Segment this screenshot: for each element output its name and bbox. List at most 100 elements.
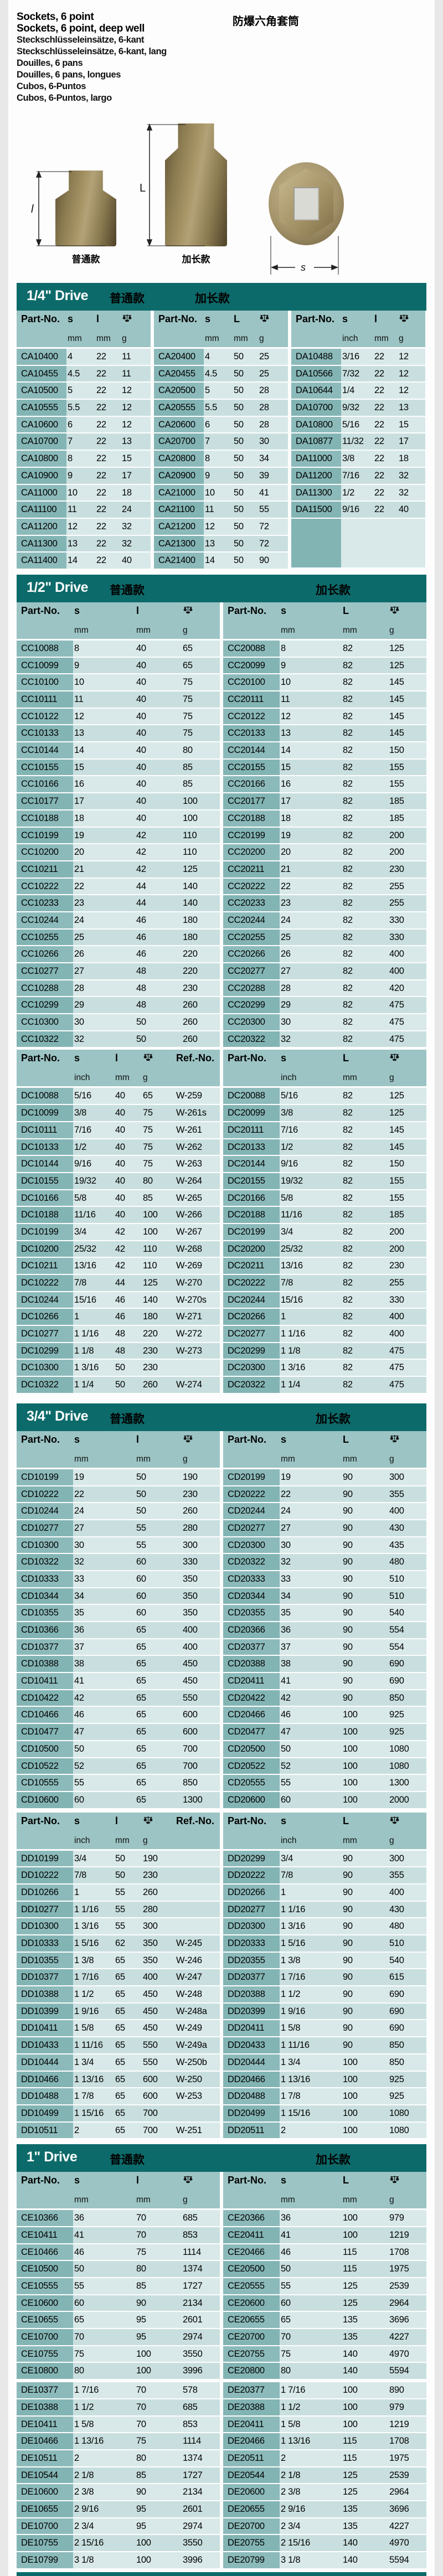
part-number: DD10377 bbox=[17, 1969, 73, 1986]
part-number: DD10411 bbox=[17, 2020, 73, 2037]
part-number: CD10199 bbox=[17, 1469, 73, 1485]
part-number: DC20266 bbox=[223, 1309, 280, 1325]
part-number: CE10700 bbox=[17, 2329, 73, 2345]
table-row: CE10466 46 75 1114 bbox=[17, 2244, 220, 2260]
part-number: CA20700 bbox=[154, 433, 204, 450]
part-number: CA11200 bbox=[17, 518, 66, 535]
table-row: DC10099 3/8 40 75 W-261s bbox=[17, 1105, 220, 1121]
table-row: CC10188 18 40 100 bbox=[17, 810, 220, 827]
scale-icon bbox=[390, 1054, 399, 1061]
table-row: CE10600 60 90 2134 bbox=[17, 2295, 220, 2311]
table-row: DE20799 3 1/8 140 5594 bbox=[223, 2552, 426, 2568]
table-row: CE20411 41 100 1219 bbox=[223, 2227, 426, 2243]
part-number: CD20500 bbox=[223, 1741, 280, 1757]
table-row: CC20199 19 82 200 bbox=[223, 827, 426, 844]
part-number: DD10199 bbox=[17, 1850, 73, 1867]
col-s: s bbox=[281, 2175, 287, 2186]
col-length: l bbox=[96, 313, 100, 324]
part-number: CD10411 bbox=[17, 1673, 73, 1689]
part-number: CA11100 bbox=[17, 502, 66, 518]
part-number: CE20366 bbox=[223, 2210, 280, 2226]
part-number: DC20155 bbox=[223, 1173, 280, 1189]
col-ref-no: Ref.-No. bbox=[176, 1815, 214, 1826]
part-number: DD20222 bbox=[223, 1867, 280, 1883]
table-row: CC10322 32 50 260 bbox=[17, 1031, 220, 1047]
table-row: DC10277 1 1/16 48 220 W-272 bbox=[17, 1326, 220, 1342]
part-number: DA11200 bbox=[291, 467, 341, 484]
table-row: DC10199 3/4 42 100 W-267 bbox=[17, 1224, 220, 1240]
part-number: DD10388 bbox=[17, 1986, 73, 2002]
col-length: l bbox=[115, 1815, 119, 1826]
table-row: DD20300 1 3/16 90 480 bbox=[223, 1918, 426, 1934]
table-row: DD10388 1 1/2 65 450 W-248 bbox=[17, 1986, 220, 2002]
table-row: DD20377 1 7/16 90 615 bbox=[223, 1969, 426, 1986]
column-header-row: Part-No. s inch l mm g Ref.-No. bbox=[17, 1050, 220, 1087]
part-number: CC20144 bbox=[223, 742, 280, 758]
part-number: CD20522 bbox=[223, 1758, 280, 1774]
table-row: CE20555 55 125 2539 bbox=[223, 2278, 426, 2294]
part-number: CE10411 bbox=[17, 2227, 73, 2243]
part-number: CC10211 bbox=[17, 861, 73, 877]
table-row: DA11000 3/8 22 18 bbox=[291, 451, 425, 467]
table-row: CD10333 33 60 350 bbox=[17, 1571, 220, 1587]
photo-label-regular: 普通款 bbox=[71, 254, 100, 265]
part-number: DC20099 bbox=[223, 1105, 280, 1121]
col-length: l bbox=[136, 605, 140, 616]
part-number: CD10322 bbox=[17, 1554, 73, 1570]
section-label-regular: 普通款 bbox=[110, 292, 145, 305]
part-number: CD10466 bbox=[17, 1707, 73, 1723]
part-number: CC20099 bbox=[223, 657, 280, 674]
part-number: CC10199 bbox=[17, 827, 73, 844]
part-number: CE20411 bbox=[223, 2227, 280, 2243]
table-row: CC20177 17 82 185 bbox=[223, 793, 426, 809]
table-row: CD10244 24 50 260 bbox=[17, 1503, 220, 1519]
part-number: CC10166 bbox=[17, 776, 73, 793]
table-row: DE20700 2 3/4 135 4227 bbox=[223, 2518, 426, 2534]
part-number: CA20400 bbox=[154, 349, 204, 365]
table-row: CC20133 13 82 145 bbox=[223, 725, 426, 742]
section-half-drive: 1/2" Drive 普通款 加长款 Part-No. s mm l mm g CC1008… bbox=[17, 574, 426, 1394]
table-row: CA10455 4.5 22 11 bbox=[17, 365, 151, 382]
table-row: CD20355 35 90 540 bbox=[223, 1605, 426, 1621]
part-number: DD20399 bbox=[223, 2003, 280, 2020]
section-quarter-drive: 1/4" Drive 普通款 加长款 Part-No. s mm l mm g CA1040… bbox=[17, 283, 426, 570]
table-row: CC10244 24 46 180 bbox=[17, 912, 220, 928]
table-row: DE20600 2 3/8 125 2964 bbox=[223, 2484, 426, 2500]
table-row: DE10511 2 80 1374 bbox=[17, 2450, 220, 2466]
table-row: CE20700 70 135 4227 bbox=[223, 2329, 426, 2345]
table-row: DC10266 1 46 180 W-271 bbox=[17, 1309, 220, 1325]
table-row: CA10500 5 22 12 bbox=[17, 383, 151, 399]
part-number: CC20299 bbox=[223, 997, 280, 1014]
col-s: s bbox=[74, 605, 80, 616]
part-number: DD10499 bbox=[17, 2105, 73, 2121]
part-number: DE10700 bbox=[17, 2518, 73, 2534]
table-metric-regular: Part-No. s mm l mm g CC10088 8 40 65 CC10099 9 40 65 C… bbox=[17, 602, 220, 1049]
table-row: CC20211 21 82 230 bbox=[223, 861, 426, 877]
part-number: CC10322 bbox=[17, 1031, 73, 1047]
part-number: CC10300 bbox=[17, 1014, 73, 1030]
col-part-no: Part-No. bbox=[228, 1052, 267, 1064]
section-label-long: 加长款 bbox=[316, 2154, 351, 2167]
part-number: CA20500 bbox=[154, 383, 204, 399]
table-row: DC10166 5/8 40 85 W-265 bbox=[17, 1190, 220, 1206]
col-length: L bbox=[343, 1052, 349, 1064]
table-row: DE10600 2 3/8 90 2134 bbox=[17, 2484, 220, 2500]
table-row: CC20266 26 82 400 bbox=[223, 946, 426, 962]
section-label-regular: 普通款 bbox=[110, 2154, 145, 2167]
col-part-no: Part-No. bbox=[296, 313, 335, 324]
table-block: Part-No. s mm l mm g CE10366 36 70 685 CE10411 41 70… bbox=[17, 2172, 426, 2569]
part-number: DE10600 bbox=[17, 2484, 73, 2500]
part-number: DC20322 bbox=[223, 1377, 280, 1393]
part-number: CE20500 bbox=[223, 2261, 280, 2277]
table-row: CC10133 13 40 75 bbox=[17, 725, 220, 742]
part-number: DA10700 bbox=[291, 400, 341, 416]
table-row: DC20155 19/32 82 155 bbox=[223, 1173, 426, 1189]
part-number: CA11000 bbox=[17, 484, 66, 501]
col-part-no: Part-No. bbox=[21, 313, 60, 324]
table-row: CD10477 47 65 600 bbox=[17, 1724, 220, 1740]
part-number: CC20188 bbox=[223, 810, 280, 827]
table-row: CC10166 16 40 85 bbox=[17, 776, 220, 793]
